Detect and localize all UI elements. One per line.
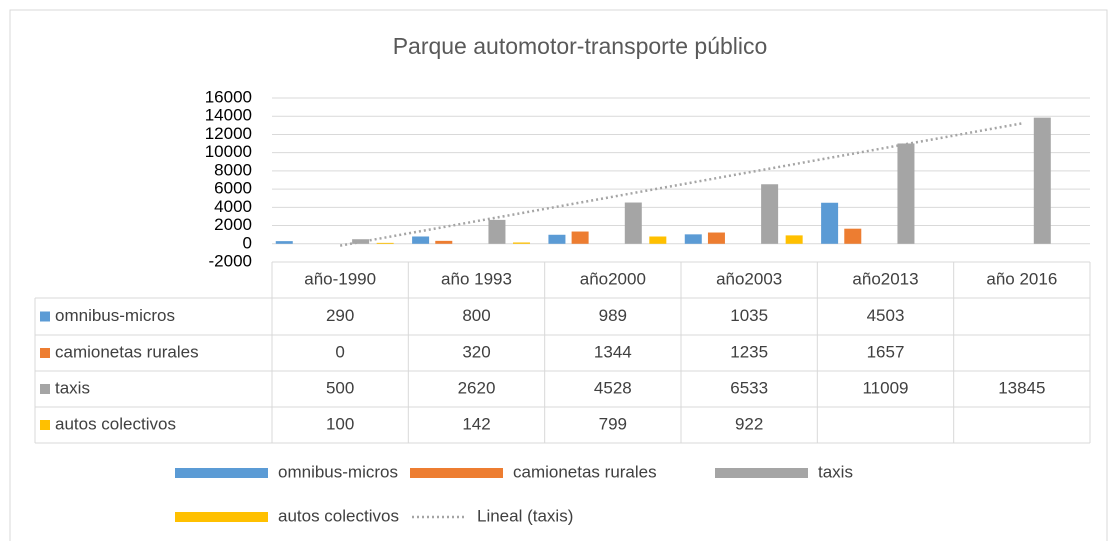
y-tick-label: 8000 xyxy=(214,160,252,179)
y-tick-label: 10000 xyxy=(205,142,252,161)
y-tick-label: 14000 xyxy=(205,106,252,125)
bar xyxy=(512,242,530,244)
y-tick-label: 2000 xyxy=(214,215,252,234)
bar xyxy=(376,242,394,244)
table-cell: 4528 xyxy=(594,378,632,397)
legend-label: Lineal (taxis) xyxy=(477,506,573,525)
bar xyxy=(435,240,453,244)
legend-label: omnibus-micros xyxy=(278,462,398,481)
y-tick-label: -2000 xyxy=(209,251,252,270)
bar xyxy=(488,219,506,244)
table-swatch xyxy=(40,420,50,430)
table-cell: 0 xyxy=(335,342,344,361)
x-tick-label: año 2016 xyxy=(986,269,1057,288)
bar xyxy=(684,234,702,244)
x-tick-label: año 1993 xyxy=(441,269,512,288)
x-tick-label: año-1990 xyxy=(304,269,376,288)
table-row-label: autos colectivos xyxy=(55,414,176,433)
table-swatch xyxy=(40,348,50,358)
trendline xyxy=(339,122,1023,247)
table-cell: 1235 xyxy=(730,342,768,361)
y-tick-label: 6000 xyxy=(214,179,252,198)
bar xyxy=(761,184,779,244)
table-cell: 1035 xyxy=(730,306,768,325)
bar xyxy=(548,234,566,244)
table-row-label: omnibus-micros xyxy=(55,306,175,325)
y-tick-label: 16000 xyxy=(205,87,252,106)
bar xyxy=(897,143,915,244)
table-cell: 800 xyxy=(462,306,490,325)
table-cell: 6533 xyxy=(730,378,768,397)
y-tick-label: 12000 xyxy=(205,124,252,143)
chart-title: Parque automotor-transporte público xyxy=(393,33,768,59)
bar xyxy=(1033,117,1051,244)
bar xyxy=(844,228,862,244)
table-row-label: camionetas rurales xyxy=(55,342,199,361)
table-cell: 2620 xyxy=(458,378,496,397)
bar xyxy=(624,202,642,244)
legend-swatch xyxy=(175,468,268,478)
table-cell: 500 xyxy=(326,378,354,397)
bar xyxy=(412,236,430,244)
legend-swatch xyxy=(410,468,503,478)
table-cell: 922 xyxy=(735,414,763,433)
table-swatch xyxy=(40,311,50,322)
x-tick-label: año2013 xyxy=(852,269,918,288)
y-tick-label: 4000 xyxy=(214,197,252,216)
table-row-label: taxis xyxy=(55,378,90,397)
table-cell: 320 xyxy=(462,342,490,361)
legend-swatch xyxy=(715,468,808,478)
table-cell: 4503 xyxy=(867,306,905,325)
bar xyxy=(785,235,803,244)
table-cell: 11009 xyxy=(862,378,908,397)
table-cell: 799 xyxy=(599,414,627,433)
bar xyxy=(821,202,839,244)
y-tick-label: 0 xyxy=(243,233,252,252)
bar xyxy=(571,231,589,244)
x-tick-label: año2003 xyxy=(716,269,782,288)
table-cell: 290 xyxy=(326,306,354,325)
x-tick-label: año2000 xyxy=(580,269,646,288)
table-cell: 142 xyxy=(462,414,490,433)
legend-swatch xyxy=(175,512,268,522)
bar xyxy=(707,232,725,244)
table-cell: 100 xyxy=(326,414,354,433)
bar xyxy=(275,241,293,244)
table-swatch xyxy=(40,384,50,394)
legend-label: camionetas rurales xyxy=(513,462,657,481)
table-cell: 1657 xyxy=(867,342,905,361)
legend-label: autos colectivos xyxy=(278,506,399,525)
legend-label: taxis xyxy=(818,462,853,481)
chart-border xyxy=(9,9,1108,541)
table-cell: 989 xyxy=(599,306,627,325)
table-cell: 1344 xyxy=(594,342,632,361)
table-cell: 13845 xyxy=(998,378,1045,397)
bar xyxy=(649,236,667,244)
